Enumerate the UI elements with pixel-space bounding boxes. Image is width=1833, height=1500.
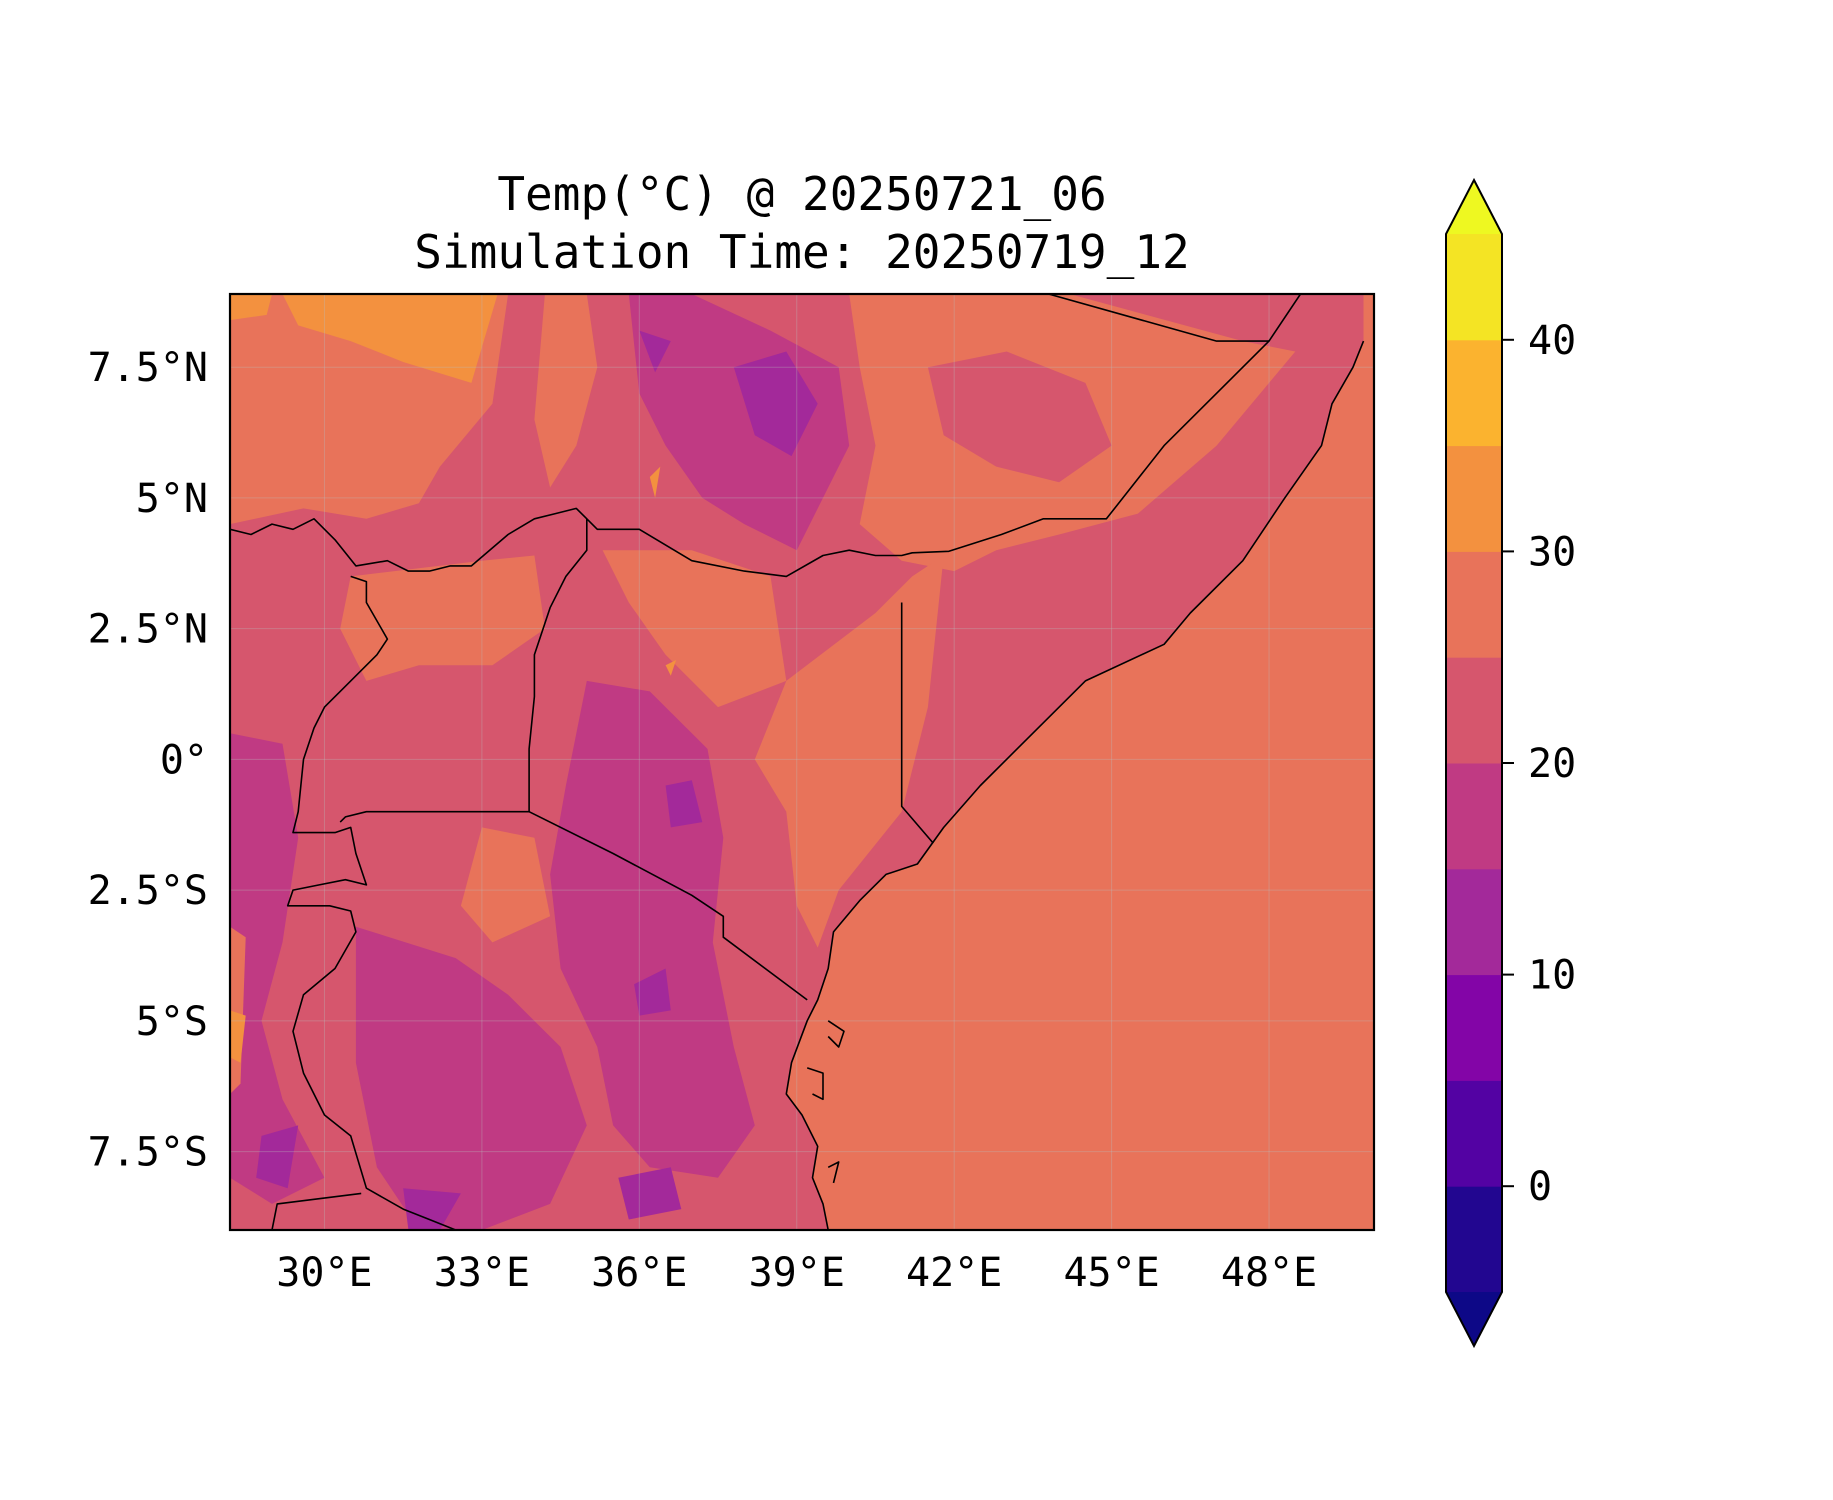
temp-region xyxy=(649,466,661,498)
colorbar-frame xyxy=(1445,177,1503,1349)
temp-region xyxy=(340,555,545,681)
colorbar-band xyxy=(1446,234,1502,341)
country-border xyxy=(271,1192,362,1230)
x-tick-label: 42°E xyxy=(906,1250,1002,1296)
temp-region xyxy=(355,926,587,1230)
colorbar-tick-label: 10 xyxy=(1528,953,1576,999)
map-title: Temp(°C) @ 20250721_06 xyxy=(497,167,1106,221)
colorbar-under-arrow xyxy=(1446,1292,1502,1346)
colorbar-over-arrow xyxy=(1446,180,1502,234)
coastline xyxy=(827,1161,840,1184)
temp-region xyxy=(550,680,755,1178)
colorbar-band xyxy=(1446,1186,1502,1293)
temp-region xyxy=(665,780,703,828)
country-border xyxy=(230,294,1302,578)
temp-region xyxy=(618,1167,682,1220)
temp-region xyxy=(230,1010,246,1063)
x-tick-label: 30°E xyxy=(276,1250,372,1296)
temp-region xyxy=(256,1125,299,1189)
y-tick-label: 7.5°S xyxy=(88,1130,208,1176)
map-frame xyxy=(228,292,1376,1232)
x-tick-label: 39°E xyxy=(749,1250,845,1296)
y-tick-label: 0° xyxy=(160,737,208,783)
temp-region xyxy=(230,733,325,1204)
temp-region xyxy=(733,351,818,457)
temp-region xyxy=(927,351,1112,483)
temperature-regions xyxy=(230,294,1296,1230)
coastline xyxy=(827,1020,845,1048)
colorbar-band xyxy=(1446,657,1502,764)
colorbar-band xyxy=(1446,551,1502,658)
y-axis: 7.5°N 5°N 2.5°N 0° 2.5°S 5°S 7.5°S xyxy=(88,345,208,1175)
temp-region xyxy=(628,294,850,551)
temp-region xyxy=(230,294,272,321)
temp-region xyxy=(403,1188,461,1230)
temp-region xyxy=(602,550,787,708)
y-tick-label: 2.5°N xyxy=(88,607,208,653)
country-border xyxy=(339,518,588,823)
colorbar-band xyxy=(1446,445,1502,552)
map-subtitle: Simulation Time: 20250719_12 xyxy=(414,225,1189,279)
gridlines xyxy=(230,294,1374,1230)
boundaries xyxy=(230,294,1365,1230)
colorbar-band xyxy=(1446,763,1502,870)
colorbar-band xyxy=(1446,339,1502,447)
temp-region xyxy=(534,294,598,488)
country-border xyxy=(528,810,808,1001)
temp-region xyxy=(460,827,551,943)
x-tick-label: 45°E xyxy=(1063,1250,1159,1296)
temp-region xyxy=(754,555,944,948)
coastline xyxy=(785,340,1365,1230)
colorbar-tick-label: 30 xyxy=(1528,529,1576,575)
country-border xyxy=(900,602,934,844)
y-tick-label: 2.5°S xyxy=(88,868,208,914)
colorbar-tick-label: 40 xyxy=(1528,318,1576,364)
colorbar-band xyxy=(1446,868,1502,976)
colorbar: 0 10 20 30 40 xyxy=(1445,177,1576,1349)
y-tick-label: 5°S xyxy=(136,999,208,1045)
map-area xyxy=(228,292,1376,1232)
colorbar-band xyxy=(1446,974,1502,1081)
temp-region xyxy=(639,330,671,373)
country-border xyxy=(1048,294,1269,342)
temp-region xyxy=(282,294,498,383)
y-tick-label: 7.5°N xyxy=(88,345,208,391)
x-tick-label: 33°E xyxy=(434,1250,530,1296)
colorbar-band xyxy=(1446,1080,1502,1187)
coastline xyxy=(806,1067,824,1101)
temp-region xyxy=(634,968,671,1016)
y-tick-label: 5°N xyxy=(136,476,208,522)
x-tick-label: 48°E xyxy=(1221,1250,1317,1296)
colorbar-tick-label: 0 xyxy=(1528,1164,1552,1210)
country-border xyxy=(286,575,456,1230)
temp-region xyxy=(665,660,677,676)
colorbar-tick-label: 20 xyxy=(1528,741,1576,787)
x-axis: 30°E 33°E 36°E 39°E 42°E 45°E 48°E xyxy=(276,1250,1317,1296)
x-tick-label: 36°E xyxy=(591,1250,687,1296)
